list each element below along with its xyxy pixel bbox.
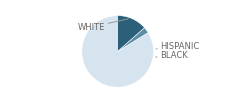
- Text: HISPANIC: HISPANIC: [156, 42, 199, 51]
- Text: BLACK: BLACK: [156, 51, 188, 60]
- Wedge shape: [118, 28, 148, 51]
- Wedge shape: [118, 16, 144, 51]
- Text: WHITE: WHITE: [78, 19, 128, 32]
- Wedge shape: [82, 16, 153, 87]
